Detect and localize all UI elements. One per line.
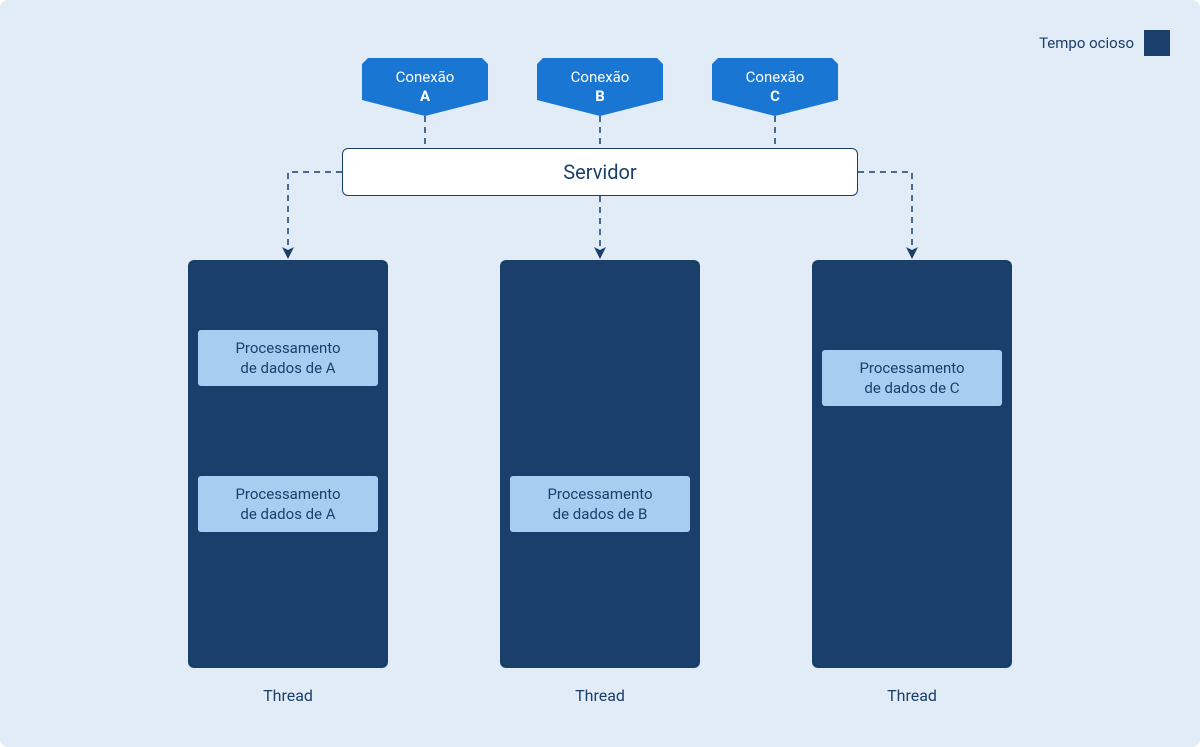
diagram-canvas: Tempo ocioso Conexão A Conexão B Conexão… (0, 0, 1200, 747)
server-box: Servidor (342, 148, 858, 196)
server-label: Servidor (563, 160, 636, 184)
processing-block: Processamento de dados de A (198, 476, 378, 532)
thread-column-2 (500, 260, 700, 668)
legend-swatch (1144, 30, 1170, 56)
thread-column-1 (188, 260, 388, 668)
thread-label: Thread (812, 686, 1012, 705)
connection-id: A (420, 87, 430, 106)
thread-label: Thread (500, 686, 700, 705)
processing-block: Processamento de dados de B (510, 476, 690, 532)
connection-tag-a: Conexão A (362, 58, 488, 116)
connection-label: Conexão (571, 68, 630, 87)
connection-tag-c: Conexão C (712, 58, 838, 116)
connection-label: Conexão (396, 68, 455, 87)
processing-block: Processamento de dados de A (198, 330, 378, 386)
connection-id: C (770, 87, 780, 106)
thread-label: Thread (188, 686, 388, 705)
legend: Tempo ocioso (1039, 30, 1170, 56)
thread-column-3 (812, 260, 1012, 668)
connection-label: Conexão (746, 68, 805, 87)
connection-id: B (595, 87, 605, 106)
processing-block: Processamento de dados de C (822, 350, 1002, 406)
legend-label: Tempo ocioso (1039, 34, 1134, 52)
connection-tag-b: Conexão B (537, 58, 663, 116)
